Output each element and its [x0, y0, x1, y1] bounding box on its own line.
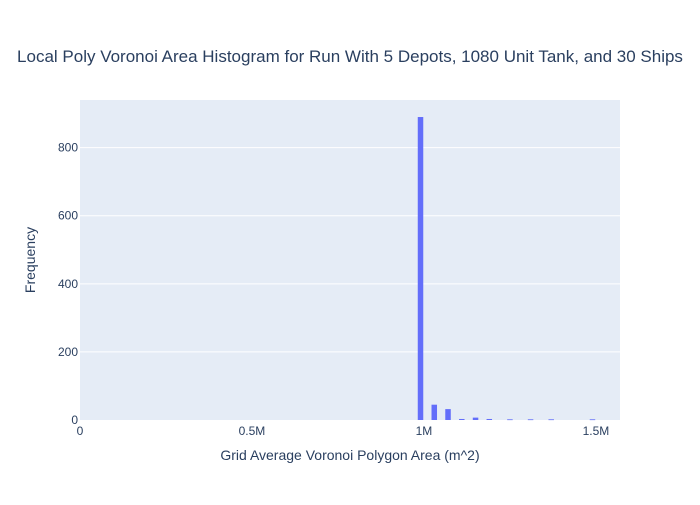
histogram-bar: [486, 418, 493, 420]
y-tick-label: 0: [71, 413, 78, 427]
y-axis-ticks: 0 200 400 600 800: [58, 141, 78, 427]
histogram-bar: [431, 404, 438, 420]
grid-lines: [80, 147, 620, 353]
histogram-bar: [548, 419, 554, 421]
histogram-bar: [527, 419, 534, 421]
x-tick-label: 0.5M: [239, 424, 266, 438]
y-tick-label: 400: [58, 277, 78, 291]
chart-title: Local Poly Voronoi Area Histogram for Ru…: [17, 47, 683, 66]
plot-area: [80, 100, 620, 420]
y-tick-label: 800: [58, 141, 78, 155]
histogram-bar: [417, 117, 424, 421]
x-tick-label: 1.5M: [583, 424, 610, 438]
histogram-bar: [445, 409, 451, 420]
y-tick-label: 200: [58, 345, 78, 359]
histogram-bars: [417, 117, 596, 421]
x-tick-label: 0: [77, 424, 84, 438]
histogram-bar: [507, 419, 513, 421]
y-axis-label: Frequency: [22, 227, 38, 293]
histogram-bar: [589, 419, 596, 421]
histogram-bar: [459, 418, 465, 420]
histogram-bar: [472, 417, 479, 420]
x-tick-label: 1M: [416, 424, 433, 438]
x-axis-ticks: 0 0.5M 1M 1.5M: [77, 424, 610, 438]
y-tick-label: 600: [58, 209, 78, 223]
x-axis-label: Grid Average Voronoi Polygon Area (m^2): [220, 447, 479, 463]
